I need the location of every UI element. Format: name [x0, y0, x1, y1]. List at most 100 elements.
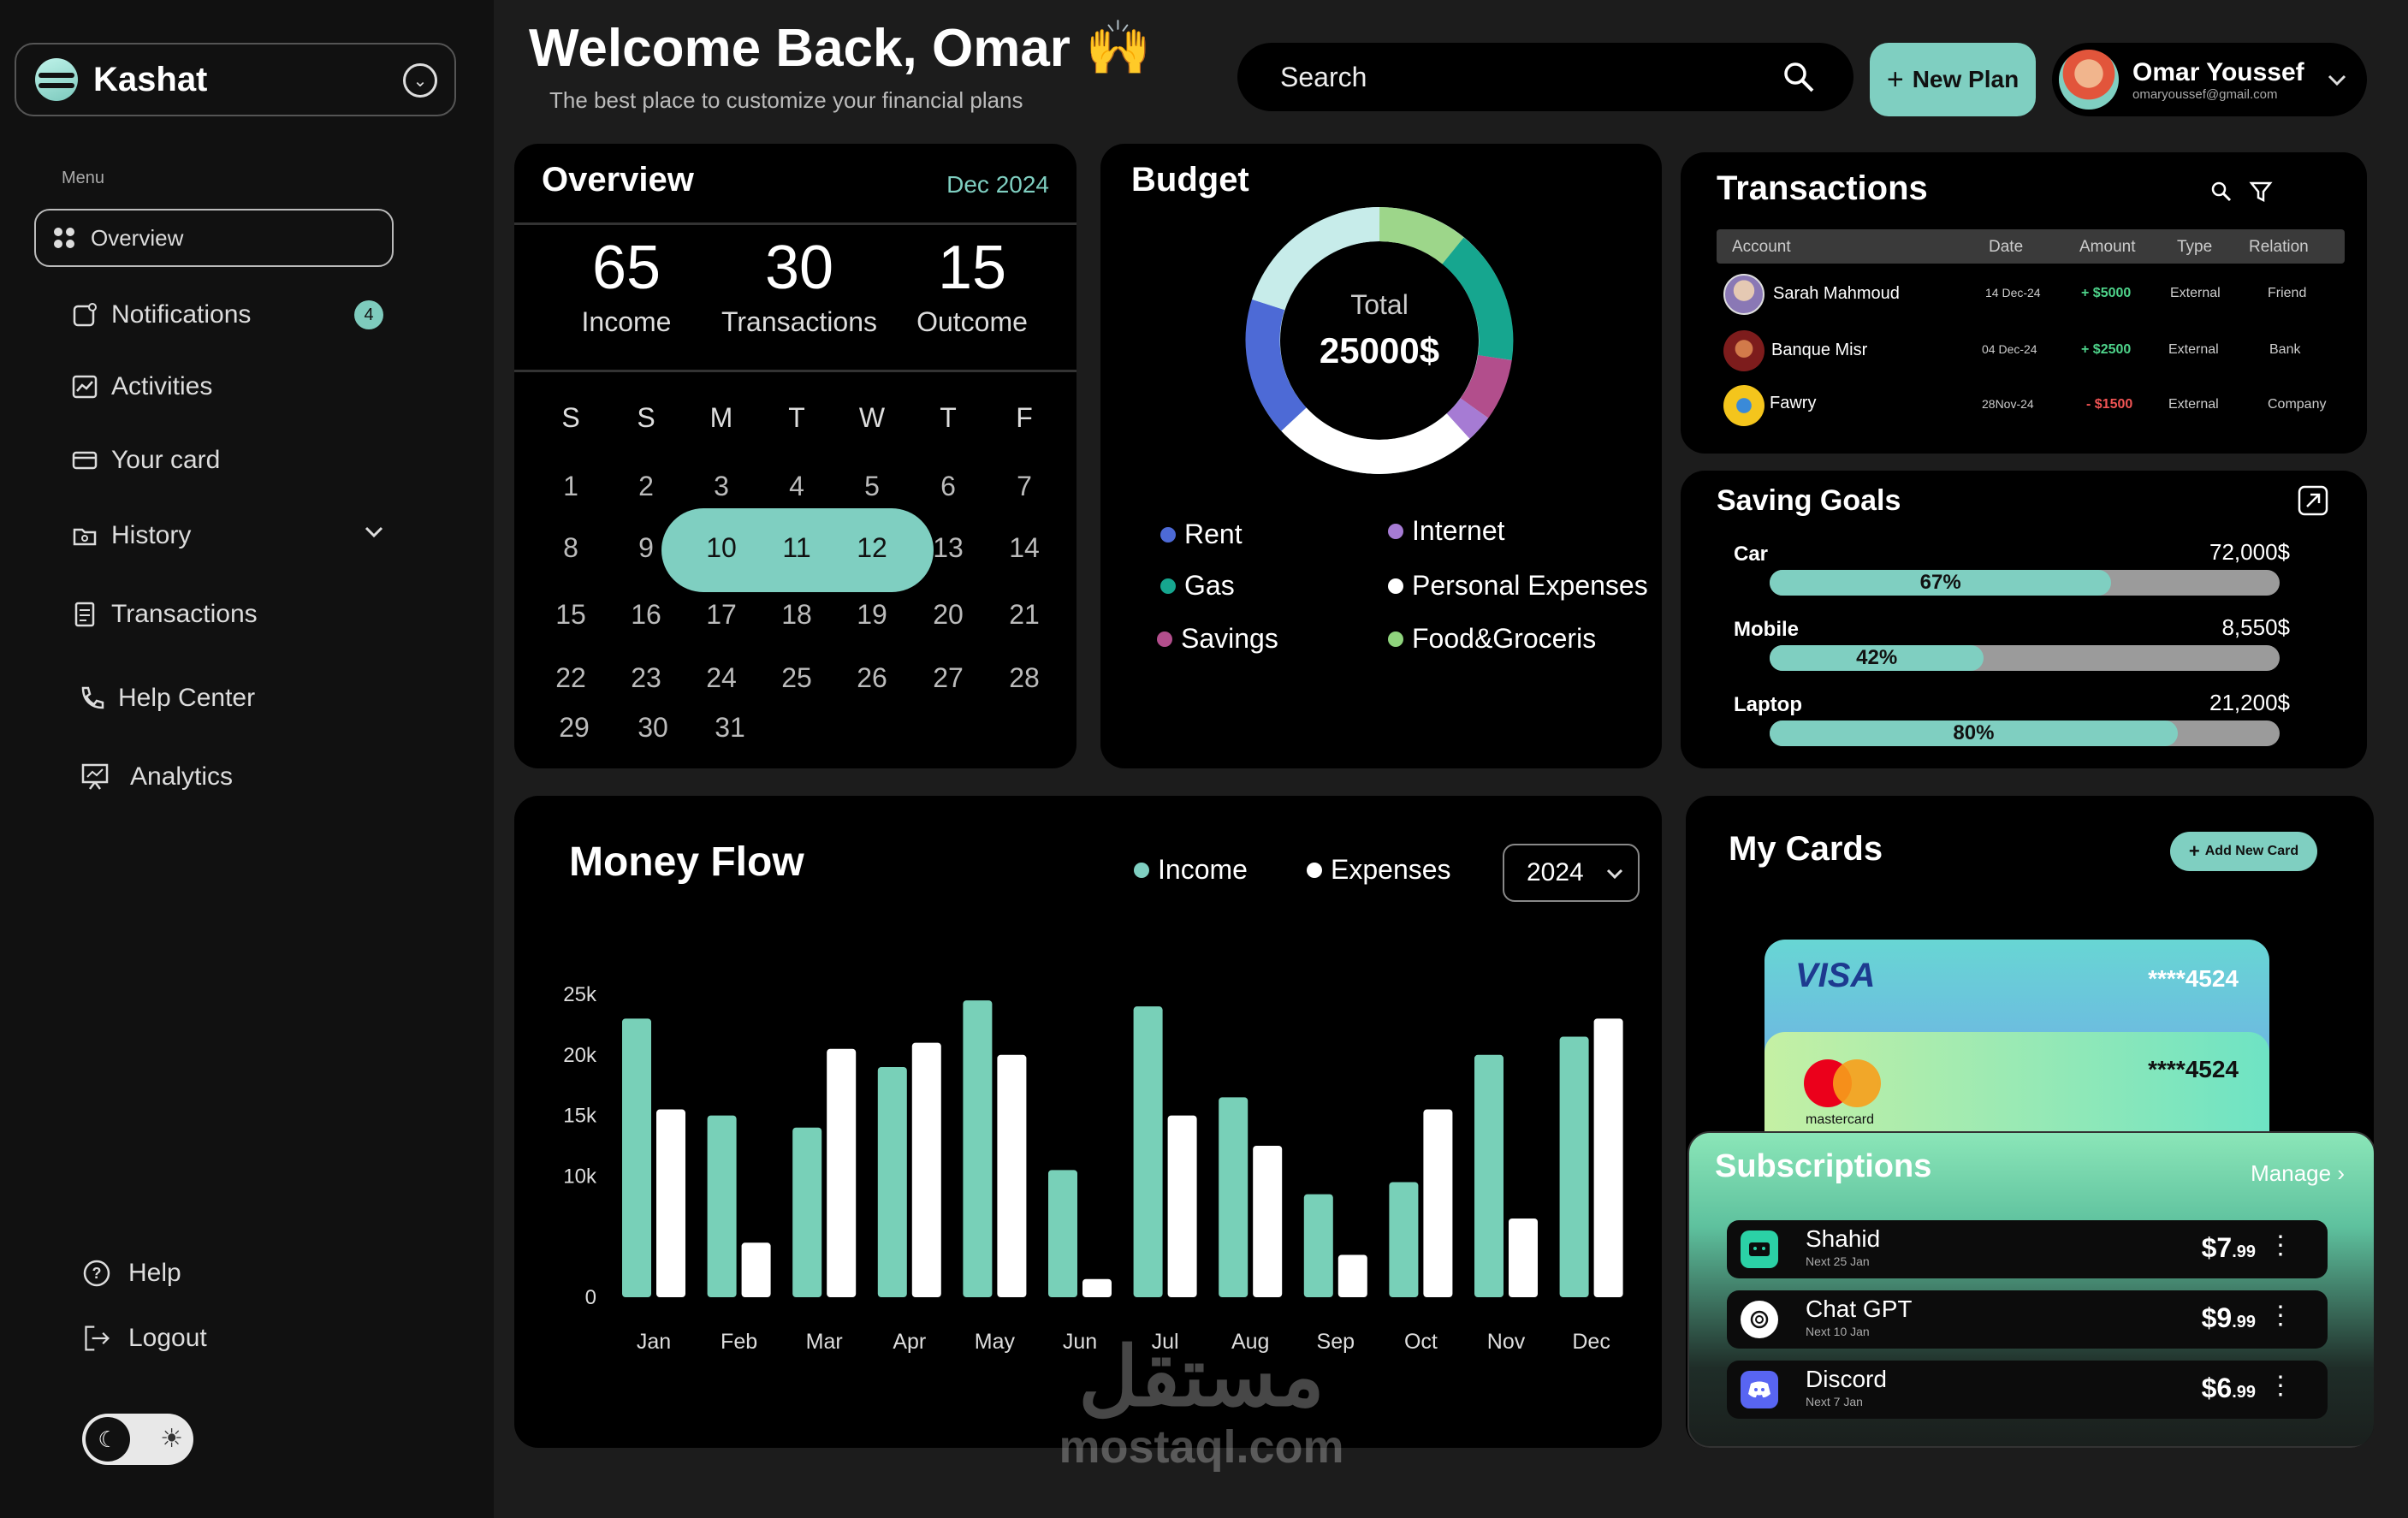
search-bar[interactable]: Search [1237, 43, 1853, 111]
external-link-icon[interactable] [2297, 484, 2329, 521]
calendar-day[interactable]: 31 [715, 712, 745, 743]
chevron-down-icon[interactable] [361, 519, 387, 551]
calendar-day[interactable]: 16 [631, 599, 661, 630]
calendar-day[interactable]: 19 [857, 599, 887, 630]
bar-income-mar[interactable] [792, 1127, 822, 1297]
calendar-day[interactable]: 12 [857, 532, 887, 563]
calendar-day[interactable]: 23 [631, 662, 661, 693]
bar-income-feb[interactable] [707, 1115, 737, 1297]
search-input[interactable]: Search [1280, 61, 1367, 92]
calendar-day[interactable]: 17 [706, 599, 737, 630]
subscriptions-title: Subscriptions [1715, 1148, 1932, 1184]
calendar-day[interactable]: 30 [638, 712, 668, 743]
add-new-card-button[interactable]: + Add New Card [2170, 832, 2317, 871]
sidebar-item-activities[interactable]: Activities [34, 358, 394, 416]
calendar-day[interactable]: 10 [706, 532, 737, 563]
calendar-day[interactable]: 9 [638, 532, 654, 563]
bar-income-jun[interactable] [1048, 1170, 1077, 1297]
more-vertical-icon[interactable]: ⋮ [2268, 1372, 2293, 1400]
calendar-day[interactable]: 29 [559, 712, 590, 743]
y-tick-label: 10k [563, 1165, 597, 1188]
table-row[interactable]: Fawry 28Nov-24 - $1500 External Company [1770, 394, 2327, 412]
table-row[interactable]: Banque Misr 04 Dec-24 + $2500 External B… [1771, 341, 2301, 359]
calendar-day[interactable]: 6 [940, 471, 956, 501]
calendar-day[interactable]: 26 [857, 662, 887, 693]
subscription-item-shahid[interactable]: Shahid Next 25 Jan $7.99 ⋮ [1727, 1220, 2328, 1278]
chevron-down-icon[interactable]: ⌄ [403, 63, 437, 98]
year-select[interactable]: 2024 [1503, 844, 1640, 902]
bar-income-jul[interactable] [1133, 1006, 1163, 1297]
calendar-day[interactable]: 11 [782, 532, 811, 563]
table-row[interactable]: Sarah Mahmoud 14 Dec-24 + $5000 External… [1773, 284, 2307, 303]
calendar-day[interactable]: 15 [555, 599, 586, 630]
calendar-day[interactable]: 7 [1017, 471, 1032, 501]
x-tick-label: Jul [1152, 1330, 1179, 1354]
sidebar-item-transactions[interactable]: Transactions [34, 585, 394, 643]
calendar-day[interactable]: 2 [638, 471, 654, 501]
subscription-price: $7.99 [2201, 1232, 2256, 1263]
logout-link[interactable]: Logout [34, 1309, 394, 1367]
calendar-day[interactable]: 1 [563, 471, 578, 501]
calendar-day[interactable]: 22 [555, 662, 586, 693]
bar-expenses-sep[interactable] [1337, 1254, 1367, 1297]
bar-expenses-mar[interactable] [827, 1048, 857, 1297]
bar-expenses-aug[interactable] [1253, 1146, 1283, 1297]
calendar-day[interactable]: 4 [789, 471, 804, 501]
calendar-day[interactable]: 5 [864, 471, 880, 501]
calendar-day[interactable]: 3 [714, 471, 729, 501]
calendar-day[interactable]: 28 [1009, 662, 1040, 693]
sidebar-item-history[interactable]: History [34, 507, 394, 565]
help-link[interactable]: ? Help [34, 1244, 394, 1302]
y-tick-label: 25k [563, 983, 597, 1006]
calendar-day[interactable]: 20 [933, 599, 964, 630]
sidebar-item-overview[interactable]: Overview [34, 209, 394, 267]
calendar-day[interactable]: 13 [933, 532, 964, 563]
calendar-day[interactable]: 24 [706, 662, 737, 693]
calendar-day[interactable]: 14 [1009, 532, 1040, 563]
bar-expenses-oct[interactable] [1423, 1109, 1453, 1297]
search-icon[interactable] [1782, 60, 1816, 94]
theme-toggle[interactable]: ☾ ☀ [82, 1414, 193, 1465]
user-profile-menu[interactable]: Omar Youssef omaryoussef@gmail.com [2052, 43, 2367, 116]
search-icon[interactable] [2209, 180, 2233, 208]
bar-income-nov[interactable] [1474, 1054, 1504, 1297]
manage-link[interactable]: Manage › [2251, 1160, 2345, 1186]
bar-expenses-apr[interactable] [911, 1042, 941, 1297]
bar-income-may[interactable] [963, 1000, 993, 1297]
bar-expenses-feb[interactable] [741, 1242, 771, 1297]
more-vertical-icon[interactable]: ⋮ [2268, 1231, 2293, 1260]
stat-income: 65 Income [581, 234, 672, 337]
calendar-day[interactable]: 25 [781, 662, 812, 693]
avatar [1723, 330, 1764, 371]
bar-income-dec[interactable] [1559, 1036, 1589, 1297]
bar-expenses-jun[interactable] [1082, 1278, 1112, 1297]
bar-income-oct[interactable] [1389, 1182, 1419, 1297]
bar-expenses-dec[interactable] [1593, 1018, 1623, 1297]
bar-expenses-jul[interactable] [1167, 1115, 1197, 1297]
new-plan-button[interactable]: + New Plan [1870, 43, 2036, 116]
bar-income-jan[interactable] [622, 1018, 651, 1297]
sidebar-item-your-card[interactable]: Your card [34, 431, 394, 489]
calendar-day[interactable]: 27 [933, 662, 964, 693]
filter-icon[interactable] [2249, 180, 2273, 208]
bar-income-sep[interactable] [1303, 1194, 1333, 1297]
segment-internet [1446, 397, 1489, 439]
subscription-item-discord[interactable]: Discord Next 7 Jan $6.99 ⋮ [1727, 1361, 2328, 1419]
chevron-down-icon[interactable] [2324, 67, 2350, 97]
subscription-item-chatgpt[interactable]: Chat GPT Next 10 Jan $9.99 ⋮ [1727, 1290, 2328, 1349]
bar-expenses-may[interactable] [997, 1054, 1027, 1297]
notification-count-badge: 4 [354, 300, 383, 329]
sidebar-item-notifications[interactable]: Notifications 4 [34, 286, 394, 344]
sidebar-item-analytics[interactable]: Analytics [34, 748, 394, 806]
segment-personal [1281, 407, 1470, 474]
more-vertical-icon[interactable]: ⋮ [2268, 1302, 2293, 1330]
bar-expenses-nov[interactable] [1509, 1218, 1538, 1297]
bar-expenses-jan[interactable] [656, 1109, 685, 1297]
sidebar-item-help-center[interactable]: Help Center [34, 669, 394, 727]
calendar-day[interactable]: 18 [781, 599, 812, 630]
calendar-day[interactable]: 21 [1009, 599, 1040, 630]
calendar-day[interactable]: 8 [563, 532, 578, 563]
bar-income-apr[interactable] [877, 1066, 907, 1297]
bar-income-aug[interactable] [1219, 1097, 1248, 1297]
brand-switcher[interactable]: Kashat ⌄ [15, 43, 456, 116]
